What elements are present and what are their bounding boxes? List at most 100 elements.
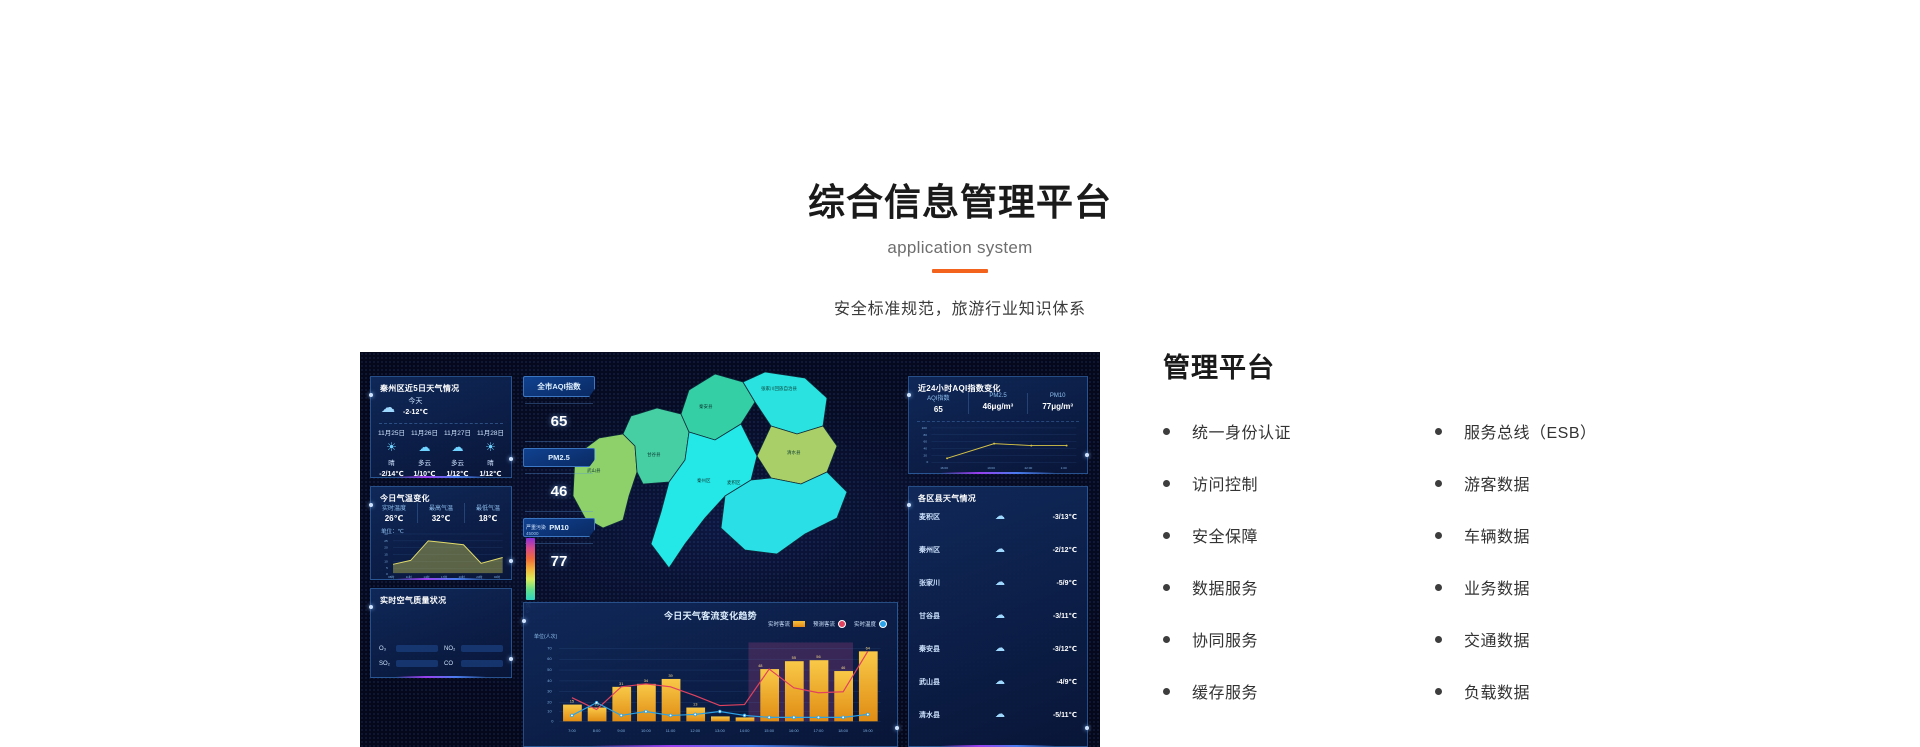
svg-text:70: 70 bbox=[547, 645, 552, 650]
temp-stat: 最低气温 18℃ bbox=[465, 503, 511, 523]
district-row[interactable]: 麦积区 ☁ -3/13℃ bbox=[919, 511, 1077, 522]
list-item-label: 交通数据 bbox=[1464, 633, 1531, 650]
page-tagline: 安全标准规范，旅游行业知识体系 bbox=[833, 300, 1086, 318]
progress-bar: 0.73 bbox=[461, 660, 503, 667]
district-row[interactable]: 张家川 ☁ -5/9℃ bbox=[919, 577, 1077, 588]
progress-bar: 16 bbox=[396, 660, 438, 667]
district-row[interactable]: 甘谷县 ☁ -3/11℃ bbox=[919, 610, 1077, 621]
legend-label: 实时温度 bbox=[853, 622, 876, 628]
panel-underline bbox=[941, 472, 1055, 474]
svg-text:39: 39 bbox=[668, 673, 672, 678]
legend-label: 预测客流 bbox=[812, 622, 835, 628]
map-svg bbox=[572, 371, 848, 569]
legend-item[interactable]: 实时温度 bbox=[854, 620, 887, 628]
list-item-label: 车辆数据 bbox=[1464, 529, 1531, 546]
chart-legend: 实时客流 预测客流 实时温度 bbox=[768, 620, 887, 628]
list-item[interactable]: 统一身份认证 bbox=[1163, 419, 1435, 443]
stat-label: PM2.5 bbox=[989, 393, 1007, 399]
axis-unit-label: 单位(人次) bbox=[534, 634, 558, 640]
forecast-day: 11月25日 ☀ 晴 -2/14℃ bbox=[375, 427, 408, 478]
svg-text:46: 46 bbox=[841, 665, 846, 670]
map-label: 武山县 bbox=[587, 468, 601, 473]
svg-text:19:00: 19:00 bbox=[863, 728, 874, 733]
svg-text:31: 31 bbox=[619, 681, 623, 686]
list-item[interactable]: 协同服务 bbox=[1163, 627, 1435, 651]
list-item[interactable]: 游客数据 bbox=[1435, 471, 1707, 495]
svg-text:48: 48 bbox=[758, 663, 763, 668]
bullet-icon bbox=[1163, 687, 1170, 695]
forecast-day: 11月28日 ☀ 晴 1/12℃ bbox=[474, 427, 507, 478]
district-name: 武山县 bbox=[919, 678, 940, 686]
district-row[interactable]: 清水县 ☁ -5/11℃ bbox=[919, 709, 1077, 720]
bullet-icon bbox=[1163, 583, 1170, 591]
temp-stat: 实时温度 26℃ bbox=[371, 503, 418, 523]
air-quality-grid: O₃ NO₂ SO₂ 16 CO 0.73 bbox=[379, 645, 503, 667]
list-item[interactable]: 数据服务 bbox=[1163, 575, 1435, 599]
today-label: 今天 bbox=[408, 398, 423, 405]
list-item-label: 负载数据 bbox=[1464, 685, 1531, 702]
svg-text:15: 15 bbox=[570, 699, 575, 704]
visitor-flow-chart: 70 60 50 40 30 20 10 0 bbox=[547, 642, 881, 733]
list-item[interactable]: 业务数据 bbox=[1435, 575, 1707, 599]
aqi-chip-value: 46 bbox=[550, 483, 568, 500]
forecast-temp: 1/12℃ bbox=[446, 471, 469, 478]
stat-value: 77μg/m³ bbox=[1042, 402, 1074, 411]
stat-value: 46μg/m³ bbox=[982, 402, 1014, 411]
svg-text:56: 56 bbox=[816, 654, 821, 659]
forecast-cond: 晴 bbox=[388, 460, 395, 467]
list-item[interactable]: 安全保障 bbox=[1163, 523, 1435, 547]
list-item-label: 数据服务 bbox=[1192, 581, 1259, 598]
panel-title: 实时空气质量状况 bbox=[380, 596, 447, 605]
list-item[interactable]: 服务总线（ESB） bbox=[1435, 419, 1707, 443]
svg-text:17:00: 17:00 bbox=[814, 728, 825, 733]
pollutant-label: SO₂ bbox=[379, 660, 390, 667]
list-item[interactable]: 负载数据 bbox=[1435, 679, 1707, 703]
forecast-date: 11月27日 bbox=[444, 430, 471, 437]
district-map[interactable]: 武山县 甘谷县 秦安县 张家川回族自治县 清水县 秦州区 麦积区 bbox=[565, 368, 895, 598]
list-item-label: 服务总线（ESB） bbox=[1464, 425, 1597, 442]
svg-text:0: 0 bbox=[551, 718, 554, 723]
divider bbox=[525, 473, 593, 474]
progress-bar bbox=[461, 645, 503, 652]
list-item[interactable]: 车辆数据 bbox=[1435, 523, 1707, 547]
aqi-stat: PM2.5 46μg/m³ bbox=[969, 393, 1029, 414]
management-platform-panel: 管理平台 统一身份认证 访问控制 安全保障 数据服务 bbox=[1163, 346, 1723, 731]
list-item[interactable]: 访问控制 bbox=[1163, 471, 1435, 495]
aqi-stat: AQI指数 65 bbox=[909, 393, 969, 414]
district-temp: -2/12℃ bbox=[1052, 546, 1077, 554]
district-temp: -3/12℃ bbox=[1052, 645, 1077, 653]
stat-label: AQI指数 bbox=[927, 396, 950, 402]
bullet-icon bbox=[1163, 531, 1170, 539]
list-item[interactable]: 交通数据 bbox=[1435, 627, 1707, 651]
aqi-stats: AQI指数 65 PM2.5 46μg/m³ PM10 77μg/m³ bbox=[909, 393, 1087, 414]
district-name: 甘谷县 bbox=[919, 612, 940, 620]
aqi-chip-label[interactable]: PM2.5 bbox=[523, 448, 595, 467]
panel-underline bbox=[396, 476, 486, 478]
svg-text:50: 50 bbox=[547, 667, 552, 672]
legend-item[interactable]: 预测客流 bbox=[813, 620, 846, 628]
divider bbox=[525, 441, 593, 442]
svg-text:20: 20 bbox=[547, 700, 552, 705]
bullet-icon bbox=[1435, 687, 1442, 695]
temp-stats: 实时温度 26℃ 最高气温 32℃ 最低气温 18℃ bbox=[371, 503, 511, 523]
cloud-icon: ☁ bbox=[995, 676, 1005, 687]
forecast-date: 11月28日 bbox=[477, 430, 504, 437]
legend-item[interactable]: 实时客流 bbox=[768, 620, 805, 628]
district-row[interactable]: 武山县 ☁ -4/9℃ bbox=[919, 676, 1077, 687]
aqi-chip-label[interactable]: 全市AQI指数 bbox=[523, 376, 595, 397]
list-item[interactable]: 缓存服务 bbox=[1163, 679, 1435, 703]
forecast-grid: 11月25日 ☀ 晴 -2/14℃ 11月26日 ☁ 多云 1/10℃ 11月2… bbox=[375, 427, 507, 478]
divider bbox=[917, 421, 1079, 422]
today-weather: ☁ 今天 -2-12℃ bbox=[381, 397, 511, 419]
aqi-index-chips: 全市AQI指数 65 PM2.5 46 PM10 77 bbox=[523, 376, 595, 581]
district-row[interactable]: 秦安县 ☁ -3/12℃ bbox=[919, 643, 1077, 654]
svg-text:20: 20 bbox=[924, 453, 928, 457]
stat-label: 最低气温 bbox=[475, 506, 500, 512]
map-color-legend: 严重污染 45000 优 0 bbox=[526, 524, 560, 614]
district-row[interactable]: 秦州区 ☁ -2/12℃ bbox=[919, 544, 1077, 555]
district-temp: -5/11℃ bbox=[1052, 711, 1077, 719]
pollutant-label: NO₂ bbox=[444, 645, 456, 652]
cloud-icon: ☁ bbox=[995, 643, 1005, 654]
svg-text:0: 0 bbox=[386, 572, 388, 576]
aqi-chip-label[interactable]: PM10 bbox=[523, 518, 595, 537]
